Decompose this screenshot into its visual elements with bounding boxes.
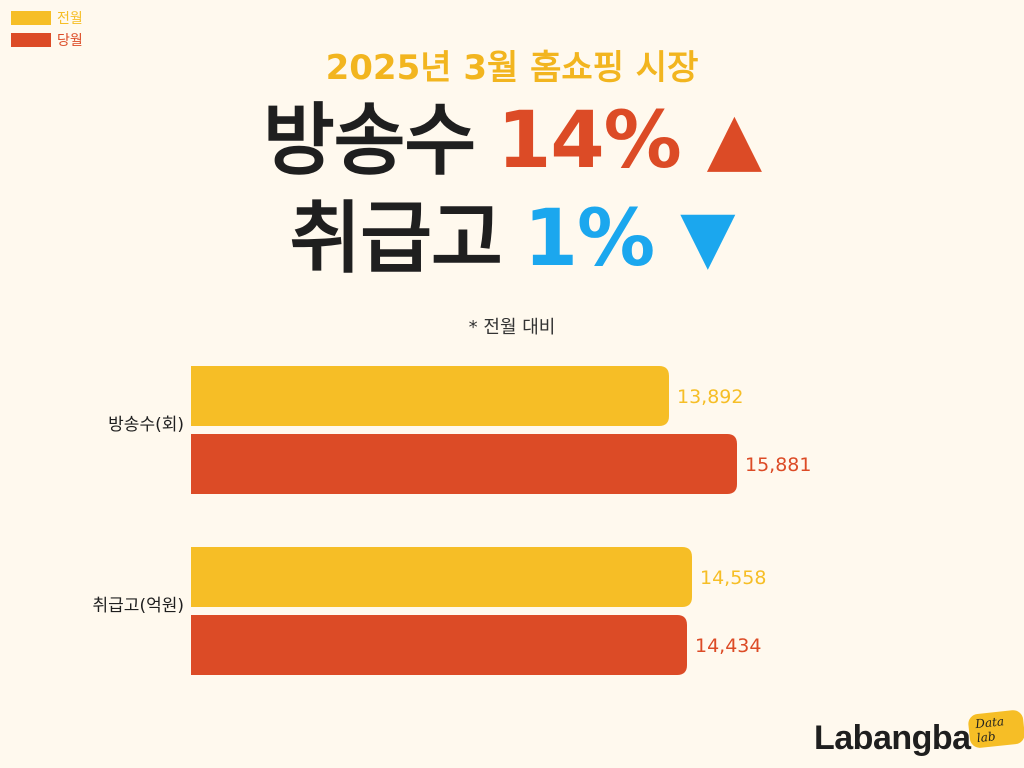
legend: 전월 당월 [11, 7, 83, 51]
category-label: 취급고(억원) [93, 596, 184, 616]
arrow-up-icon: ▲ [706, 96, 762, 180]
arrow-down-icon: ▼ [680, 194, 735, 278]
headline: 2025년 3월 홈쇼핑 시장 [325, 48, 699, 88]
footnote: * 전월 대비 [468, 317, 556, 338]
summary-sales-pct: 1% [523, 194, 655, 284]
summary-broadcasts-pct: 14% [497, 96, 682, 186]
legend-swatch-current-month [11, 33, 51, 47]
bar-prev-month [191, 547, 692, 607]
bar-current-month [191, 434, 737, 494]
summary-sales-label: 취급고 [289, 194, 502, 284]
summary-sales: 취급고 1% ▼ [0, 200, 1024, 278]
bar-current-month [191, 615, 687, 675]
legend-item-prev-month: 전월 [11, 7, 83, 29]
category-label: 방송수(회) [108, 415, 184, 435]
bar-prev-month [191, 366, 669, 426]
summary-broadcasts-label: 방송수 [262, 96, 476, 186]
logo: Labangba Data lab [814, 709, 1024, 761]
legend-label-prev-month: 전월 [57, 11, 83, 27]
logo-text: Labangba [814, 718, 971, 757]
bar-value-label: 13,892 [677, 386, 743, 408]
bar-value-label: 14,434 [695, 635, 761, 657]
legend-swatch-prev-month [11, 11, 51, 25]
bar-value-label: 15,881 [745, 454, 811, 476]
legend-label-current-month: 당월 [57, 33, 83, 49]
summary-broadcasts: 방송수 14% ▲ [0, 102, 1024, 180]
legend-item-current-month: 당월 [11, 29, 83, 51]
bar-value-label: 14,558 [700, 567, 766, 589]
logo-badge: Data lab [966, 709, 1024, 749]
